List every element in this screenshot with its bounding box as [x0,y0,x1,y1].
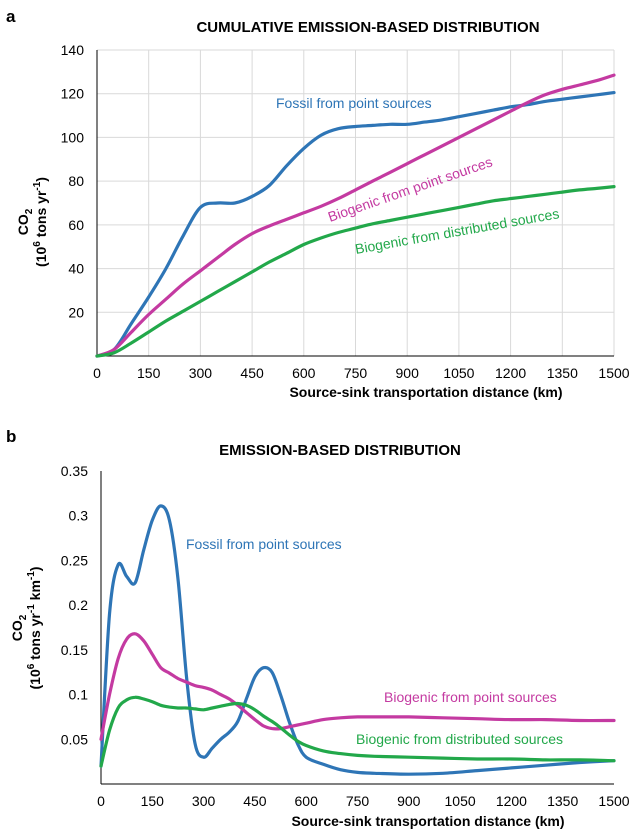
x-tick-label: 300 [189,365,213,381]
x-tick-label: 1050 [445,793,476,809]
panel-b-ylabel-line1: CO2 [9,614,29,641]
y-tick-label: 0.2 [69,597,89,613]
x-tick-label: 750 [346,793,370,809]
x-tick-label: 450 [240,365,264,381]
panel-a-y-ticks: 20 40 60 80 100 120 140 [61,42,85,320]
panel-a: a CUMULATIVE EMISSION-BASED DISTRIBUTION… [6,7,630,400]
y-tick-label: 120 [61,86,85,102]
panel-b-label-biogenic-distributed: Biogenic from distributed sources [356,731,563,747]
y-tick-label: 0.25 [61,552,88,568]
series-line-biogenic-distributed [99,695,616,768]
y-tick-label: 0.05 [61,731,88,747]
panel-b-y-ticks: 0.05 0.1 0.15 0.2 0.25 0.3 0.35 [61,463,88,747]
panel-a-label-biogenic-point: Biogenic from point sources [326,153,495,224]
y-tick-label: 0.15 [61,642,88,658]
panel-b-x-ticks: 0 150 300 450 600 750 900 1050 1200 1350 1500 [97,793,630,809]
x-tick-label: 900 [397,793,421,809]
panel-b-xlabel: Source-sink transportation distance (km) [291,813,564,829]
y-tick-label: 140 [61,42,85,58]
y-tick-label: 0.35 [61,463,88,479]
panel-a-letter: a [6,7,16,26]
x-tick-label: 600 [292,365,316,381]
panel-a-series [95,73,616,358]
panel-a-title: CUMULATIVE EMISSION-BASED DISTRIBUTION [196,19,539,36]
series-line-fossil [99,504,616,776]
panel-b: b EMISSION-BASED DISTRIBUTION 0 150 300 450… [6,427,630,829]
x-tick-label: 1200 [496,793,527,809]
panel-a-ylabel-line1: CO2 [15,208,35,235]
panel-b-label-fossil: Fossil from point sources [186,536,342,552]
y-tick-label: 80 [68,173,84,189]
panel-a-xlabel: Source-sink transportation distance (km) [289,384,562,400]
y-tick-label: 20 [68,304,84,320]
x-tick-label: 150 [141,793,165,809]
panel-b-y-axis-label: CO2 (106 tons yr-1 km-1) [9,567,43,690]
x-tick-label: 0 [93,365,101,381]
panel-a-label-biogenic-distributed: Biogenic from distributed sources [354,205,561,257]
x-tick-label: 1350 [547,793,578,809]
panel-a-label-fossil: Fossil from point sources [276,95,432,111]
x-tick-label: 1350 [547,365,578,381]
panel-a-y-axis-label: CO2 (106 tons yr-1) [15,177,49,267]
x-tick-label: 450 [243,793,267,809]
y-tick-label: 40 [68,261,84,277]
panel-a-axes [96,50,614,357]
panel-b-label-biogenic-point: Biogenic from point sources [384,689,557,705]
x-tick-label: 1200 [495,365,526,381]
panel-a-x-ticks: 0 150 300 450 600 750 900 1050 1200 1350 1500 [93,365,630,381]
x-tick-label: 900 [396,365,420,381]
x-tick-label: 0 [97,793,105,809]
series-line-biogenic-point [99,632,616,741]
y-tick-label: 0.3 [69,508,89,524]
panel-b-letter: b [6,427,16,446]
panel-b-series [99,504,616,776]
x-tick-label: 150 [137,365,161,381]
panel-b-title: EMISSION-BASED DISTRIBUTION [219,442,461,459]
y-tick-label: 60 [68,217,84,233]
panel-a-ylabel-line2: (106 tons yr-1) [32,177,49,267]
series-line-fossil [95,91,616,358]
y-tick-label: 100 [61,129,85,145]
series-line-biogenic-point [95,73,616,358]
y-tick-label: 0.1 [69,687,89,703]
x-tick-label: 300 [192,793,216,809]
x-tick-label: 600 [295,793,319,809]
x-tick-label: 750 [344,365,368,381]
series-line-biogenic-distributed [95,185,616,358]
x-tick-label: 1500 [598,365,629,381]
panel-b-ylabel-line2: (106 tons yr-1 km-1) [26,567,43,690]
x-tick-label: 1500 [598,793,629,809]
x-tick-label: 1050 [443,365,474,381]
